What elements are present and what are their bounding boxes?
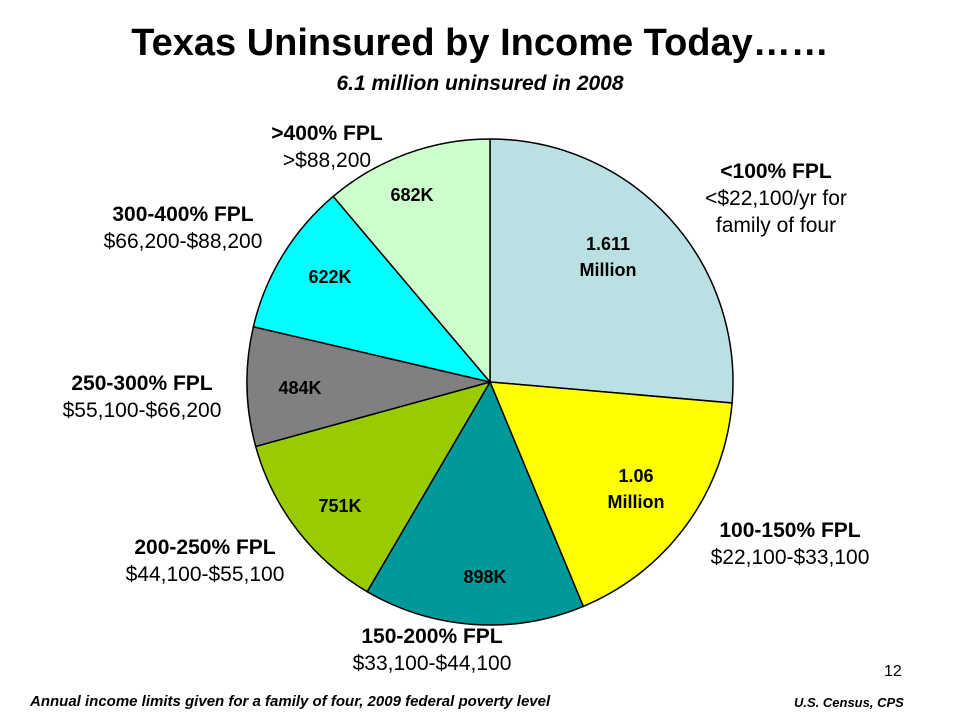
- source-note: U.S. Census, CPS: [794, 695, 904, 710]
- slice-category-label: 200-250% FPL $44,100-$55,100: [126, 536, 285, 586]
- slice-category-label: >400% FPL >$88,200: [271, 122, 383, 172]
- pie-slice: [366, 380, 585, 626]
- slice-category-label: 250-300% FPL $55,100-$66,200: [63, 372, 222, 422]
- pie-slice: [254, 380, 492, 593]
- chart-title: Texas Uninsured by Income Today……: [131, 22, 829, 64]
- pie-slice: [246, 325, 491, 448]
- slice-value-label: 484K: [278, 378, 321, 398]
- slice-category-label: 150-200% FPL $33,100-$44,100: [353, 625, 512, 675]
- chart-subtitle: 6.1 million uninsured in 2008: [336, 72, 624, 95]
- slice-value-label: 751K: [318, 496, 361, 516]
- slice-value-label: 682K: [390, 185, 433, 205]
- slice-value-label: 1.06 Million: [608, 466, 665, 512]
- slice-value-label: 622K: [308, 267, 351, 287]
- slice-value-label: 1.611 Million: [580, 234, 637, 280]
- slice-category-label: 100-150% FPL $22,100-$33,100: [711, 519, 870, 569]
- slice-category-label: 300-400% FPL $66,200-$88,200: [104, 203, 263, 253]
- slice-value-label: 898K: [463, 567, 506, 587]
- page-number: 12: [884, 663, 902, 680]
- pie-slice: [488, 381, 733, 608]
- pie-slice: [489, 138, 734, 404]
- pie-slice: [252, 195, 493, 384]
- pie-slice: [332, 138, 491, 385]
- footnote: Annual income limits given for a family …: [30, 693, 551, 710]
- slice-category-label: <100% FPL <$22,100/yr for family of four: [705, 160, 847, 237]
